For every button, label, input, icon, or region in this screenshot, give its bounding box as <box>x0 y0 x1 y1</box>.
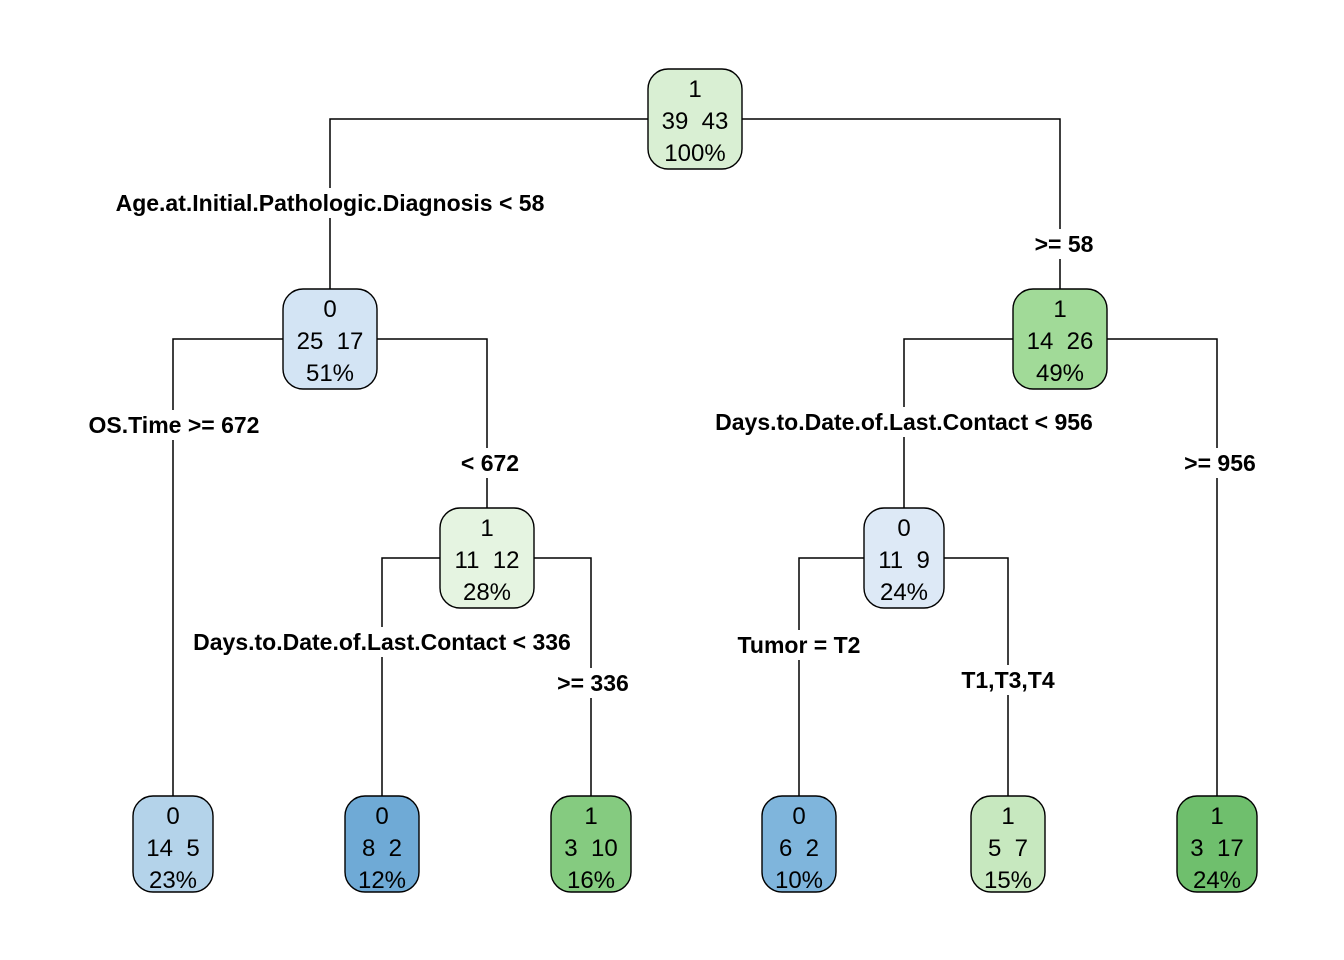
edge-n3-leaf6 <box>1060 338 1218 796</box>
edge-root-n2 <box>329 118 695 289</box>
node-box <box>550 795 632 893</box>
split-label-s_n3_right: >= 956 <box>1180 448 1260 478</box>
split-label-s_n2_left: OS.Time >= 672 <box>84 410 264 440</box>
node-percent: 28% <box>463 579 511 606</box>
node-box <box>647 68 743 170</box>
split-label-s_root_right: >= 58 <box>1030 229 1098 259</box>
node-percent: 49% <box>1036 360 1084 387</box>
node-box <box>1176 795 1258 893</box>
node-class-label: 1 <box>1053 296 1066 323</box>
tree-node-leaf3: 1 3 10 16% <box>550 795 632 894</box>
split-label-s_n5_right: >= 336 <box>553 668 633 698</box>
split-label-text: Days.to.Date.of.Last.Contact < 956 <box>715 409 1093 435</box>
tree-node-n6: 0 11 9 24% <box>863 507 945 609</box>
node-box <box>282 288 378 390</box>
split-label-text: OS.Time >= 672 <box>89 412 260 438</box>
split-label-text: Days.to.Date.of.Last.Contact < 336 <box>193 629 571 655</box>
split-label-s_n3_left: Days.to.Date.of.Last.Contact < 956 <box>711 407 1097 437</box>
node-counts: 6 2 <box>779 835 819 862</box>
split-label-text: T1,T3,T4 <box>961 667 1055 693</box>
node-box <box>970 795 1046 893</box>
split-label-text: < 672 <box>461 450 519 476</box>
node-class-label: 1 <box>1001 803 1014 830</box>
node-class-label: 1 <box>688 76 701 103</box>
node-counts: 39 43 <box>662 108 729 135</box>
node-class-label: 1 <box>480 515 493 542</box>
split-label-s_n6_left: Tumor = T2 <box>733 630 865 660</box>
node-percent: 24% <box>880 579 928 606</box>
node-percent: 12% <box>358 867 406 894</box>
tree-node-leaf5: 1 5 7 15% <box>970 795 1046 894</box>
node-counts: 14 5 <box>146 835 199 862</box>
tree-node-n3: 1 14 26 49% <box>1012 288 1108 390</box>
split-label-text: >= 336 <box>557 670 629 696</box>
node-counts: 14 26 <box>1027 328 1094 355</box>
node-class-label: 0 <box>375 803 388 830</box>
node-class-label: 1 <box>1210 803 1223 830</box>
split-label-text: Tumor = T2 <box>738 632 861 658</box>
split-label-s_n5_left: Days.to.Date.of.Last.Contact < 336 <box>189 627 575 657</box>
node-box <box>1012 288 1108 390</box>
node-box <box>439 507 535 609</box>
tree-node-n5: 1 11 12 28% <box>439 507 535 609</box>
node-percent: 24% <box>1193 867 1241 894</box>
node-percent: 16% <box>567 867 615 894</box>
split-label-text: >= 58 <box>1035 231 1094 257</box>
split-label-s_n2_right: < 672 <box>456 448 524 478</box>
tree-edges <box>172 118 1218 796</box>
node-box <box>863 507 945 609</box>
node-counts: 3 17 <box>1190 835 1243 862</box>
split-label-s_n6_right: T1,T3,T4 <box>957 665 1059 695</box>
node-counts: 25 17 <box>297 328 364 355</box>
node-counts: 11 12 <box>455 547 520 574</box>
node-class-label: 0 <box>792 803 805 830</box>
node-box <box>344 795 420 893</box>
node-class-label: 0 <box>897 515 910 542</box>
node-counts: 11 9 <box>878 547 930 574</box>
edge-root-n3 <box>695 118 1061 289</box>
tree-node-leaf4: 0 6 2 10% <box>761 795 837 894</box>
edge-n3-n6 <box>903 338 1060 508</box>
node-percent: 51% <box>306 360 354 387</box>
edge-n2-leaf1 <box>172 338 330 796</box>
node-class-label: 0 <box>166 803 179 830</box>
split-label-text: >= 956 <box>1184 450 1256 476</box>
node-percent: 100% <box>664 140 725 167</box>
node-class-label: 1 <box>584 803 597 830</box>
tree-node-leaf6: 1 3 17 24% <box>1176 795 1258 894</box>
node-percent: 10% <box>775 867 823 894</box>
split-labels: Age.at.Initial.Pathologic.Diagnosis < 58… <box>84 188 1260 698</box>
node-box <box>132 795 214 893</box>
tree-node-leaf1: 0 14 5 23% <box>132 795 214 894</box>
node-counts: 8 2 <box>362 835 402 862</box>
tree-node-n2: 0 25 17 51% <box>282 288 378 390</box>
node-class-label: 0 <box>323 296 336 323</box>
node-percent: 23% <box>149 867 197 894</box>
tree-node-leaf2: 0 8 2 12% <box>344 795 420 894</box>
tree-node-root: 1 39 43 100% <box>647 68 743 170</box>
node-box <box>761 795 837 893</box>
split-label-s_root_left: Age.at.Initial.Pathologic.Diagnosis < 58 <box>111 188 549 218</box>
node-counts: 3 10 <box>564 835 617 862</box>
split-label-text: Age.at.Initial.Pathologic.Diagnosis < 58 <box>116 190 545 216</box>
node-counts: 5 7 <box>988 835 1028 862</box>
node-percent: 15% <box>984 867 1032 894</box>
